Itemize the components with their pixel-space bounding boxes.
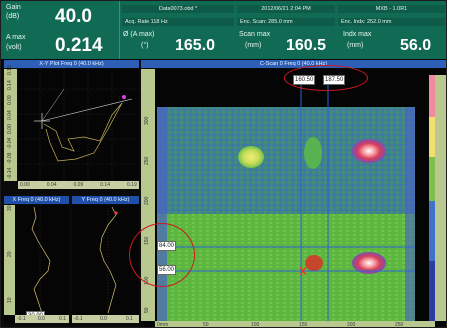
index-max-value: 56.0 [400, 37, 432, 54]
cscan-title: C-Scan 0 Freq 0 (40.0 kHz) [141, 60, 446, 68]
y-freq-title: Y Freq 0 (40.0 kHz) [72, 196, 139, 204]
xy-left-ticks: -0.14 -0.09 -0.04 0.00 0.04 0.09 0.14 0.19 [4, 65, 17, 181]
tick-label: 0.09 [7, 94, 13, 105]
scan-max-value: 160.5 [286, 37, 327, 54]
angle-label: Ø (A max) [123, 31, 155, 38]
x-freq-title: X Freq 0 (40.0 kHz) [4, 196, 69, 204]
tick-label: 0.04 [46, 182, 57, 188]
tick-label: 0.1 [126, 316, 133, 322]
model-label: MXB - 1.0R1 [338, 5, 445, 13]
annotation-circle-index [129, 223, 195, 287]
gain-unit: (dB) [6, 13, 20, 20]
x-freq-trace [31, 205, 51, 315]
tick-label: 0.14 [7, 80, 13, 90]
file-name: Data0073.obd * [122, 5, 234, 13]
x-freq-bottom-ticks: -0.1 0.0 0.1 [15, 315, 69, 323]
tick-label: 0.19 [7, 65, 13, 75]
tick-label: 0.0 [100, 316, 107, 322]
enc-scan: Enc. Scan: 285.0 mm [237, 18, 335, 26]
gain-label: Gain [6, 4, 21, 11]
scan-max-label: Scan max [239, 31, 271, 38]
datetime: 2012/06/21 2:04 PM [237, 5, 335, 13]
annotation-circle-scan [284, 65, 368, 91]
angle-unit: (°) [141, 42, 149, 49]
xy-bottom-ticks: 0.00 0.04 0.09 0.14 0.19 [18, 181, 139, 189]
scan-max-unit: (mm) [245, 42, 262, 49]
tick-label: 0.19 [127, 182, 137, 188]
tick-label: 0.0 [38, 316, 45, 322]
tick-label: 0.00 [20, 182, 30, 188]
readout-header: Gain (dB) 40.0 A max (volt) 0.214 Data00… [1, 1, 446, 59]
amax-label: A max [6, 34, 26, 41]
tick-label: -0.04 [7, 137, 13, 150]
y-freq-bottom-ticks: -0.1 0.0 0.1 [72, 315, 139, 323]
tick-label: 0.00 [7, 124, 13, 135]
amax-value: 0.214 [55, 35, 103, 56]
x-freq-left-ticks: 10 20 30 [4, 205, 15, 315]
amax-unit: (volt) [6, 44, 22, 51]
tick-label: 0.04 [7, 109, 13, 120]
index-max-unit: (mm) [347, 42, 364, 49]
tick-label: 0.1 [59, 316, 66, 322]
tick-label: -0.09 [7, 152, 13, 165]
tick-label: 0.14 [100, 182, 110, 188]
tick-label: -0.1 [74, 316, 83, 322]
tick-label: -0.14 [7, 167, 13, 179]
enc-index: Enc. Indx: 252.0 mm [338, 18, 445, 26]
cscan-bottom-scale: 0mm 50 100 150 200 250 [155, 321, 435, 327]
tick-label: -0.1 [17, 316, 26, 322]
tick-label: 0.09 [73, 182, 84, 188]
y-freq-plot[interactable]: -0.1 0.0 0.1 [72, 205, 139, 323]
gain-value[interactable]: 40.0 [55, 6, 92, 27]
xy-plot[interactable]: 0.00 0.04 0.09 0.14 0.19 -0.14 -0.09 -0.04 0.00… [4, 65, 139, 189]
xy-plot-title: X-Y Plot Freq 0 (40.0 kHz) [4, 60, 139, 68]
acq-rate: Acq. Rate 118 Hz [122, 18, 234, 26]
cscan-image [157, 75, 446, 321]
index-max-label: Indx max [343, 31, 372, 38]
y-freq-trace [99, 205, 118, 315]
angle-value: 165.0 [175, 37, 216, 54]
xy-plot-graph [18, 69, 139, 181]
cscan-view[interactable]: 300 250 200 150 100 50 [141, 69, 446, 327]
